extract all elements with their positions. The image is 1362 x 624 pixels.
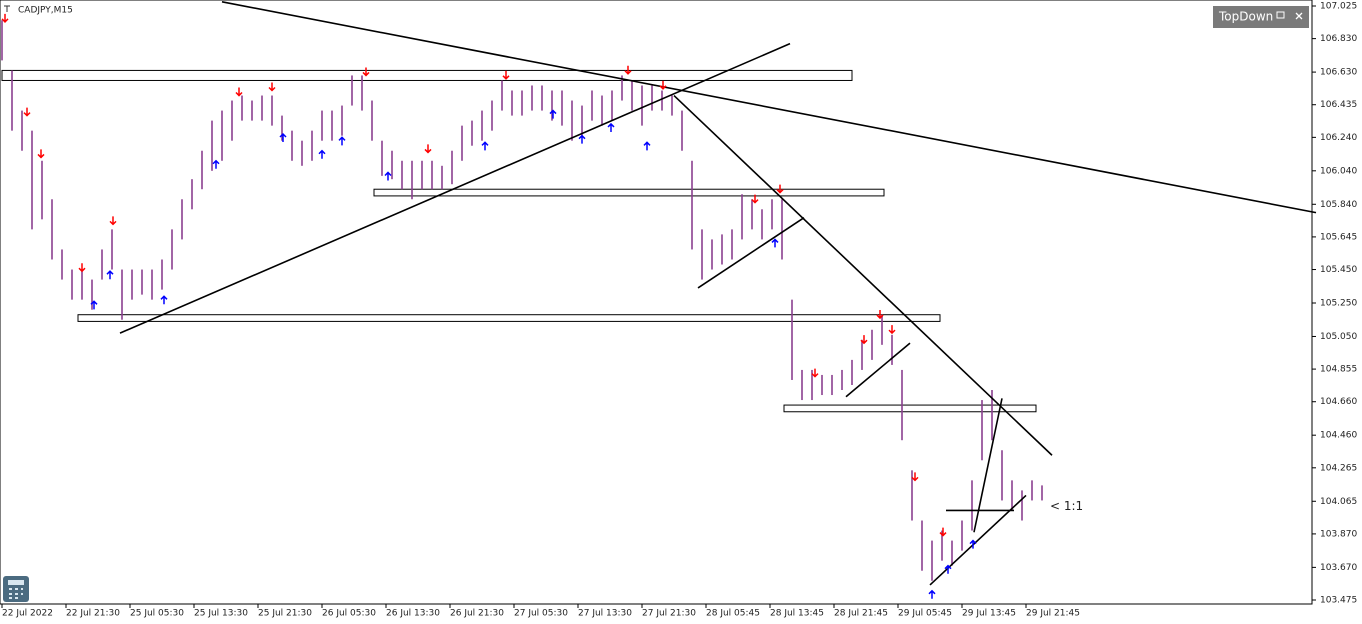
trendline	[221, 1, 1317, 214]
down-arrow	[235, 87, 243, 97]
zone	[1, 69, 853, 81]
down-arrow	[659, 80, 667, 90]
down-arrow	[624, 65, 632, 75]
x-tick-label: 27 Jul 21:30	[642, 609, 696, 619]
y-tick-label: 104.265	[1320, 463, 1357, 473]
x-tick-label: 28 Jul 21:45	[834, 609, 888, 619]
y-tick-label: 106.630	[1320, 68, 1357, 78]
y-tick-label: 105.450	[1320, 265, 1357, 275]
trendline	[845, 342, 911, 398]
y-tick-label: 103.670	[1320, 563, 1357, 573]
panel-title: TopDown	[1218, 10, 1273, 24]
x-tick-label: 25 Jul 21:30	[258, 609, 312, 619]
x-tick-label: 26 Jul 13:30	[386, 609, 440, 619]
x-tick-label: 29 Jul 21:45	[1026, 609, 1080, 619]
y-tick-label: 103.870	[1320, 529, 1357, 539]
y-tick-label: 106.040	[1320, 166, 1357, 176]
x-tick-label: 22 Jul 2022	[2, 609, 53, 619]
up-arrow	[212, 159, 220, 169]
y-tick-label: 104.460	[1320, 431, 1357, 441]
down-arrow	[268, 82, 276, 92]
y-tick-label: 107.025	[1320, 2, 1357, 12]
down-arrow	[876, 310, 884, 320]
trendline	[673, 94, 1053, 456]
restore-icon[interactable]	[1276, 11, 1285, 19]
zone	[783, 404, 1037, 413]
down-arrow	[751, 194, 759, 204]
x-tick-label: 22 Jul 21:30	[66, 609, 120, 619]
y-tick-label: 106.830	[1320, 34, 1357, 44]
up-arrow	[338, 136, 346, 146]
x-tick-label: 26 Jul 05:30	[322, 609, 376, 619]
y-tick-label: 105.250	[1320, 299, 1357, 309]
down-arrow	[78, 263, 86, 273]
x-tick-label: 27 Jul 05:30	[514, 609, 568, 619]
up-arrow	[928, 589, 936, 599]
trendline	[119, 42, 791, 334]
up-arrow	[279, 132, 287, 143]
down-arrow	[37, 149, 45, 159]
down-arrow	[888, 325, 896, 335]
y-tick-label: 106.435	[1320, 100, 1357, 110]
up-arrow	[549, 109, 557, 119]
zone	[77, 314, 941, 322]
up-arrow	[944, 564, 952, 574]
up-arrow	[106, 270, 114, 280]
x-tick-label: 25 Jul 13:30	[194, 609, 248, 619]
window-panel[interactable]: TopDown	[1213, 6, 1309, 28]
y-tick-label: 105.050	[1320, 332, 1357, 342]
x-tick-label: 26 Jul 21:30	[450, 609, 504, 619]
down-arrow	[424, 144, 432, 154]
x-tick-label: 28 Jul 13:45	[770, 609, 824, 619]
down-arrow	[109, 216, 117, 226]
y-tick-label: 106.240	[1320, 133, 1357, 143]
calculator-icon[interactable]	[3, 576, 29, 602]
up-arrow	[771, 238, 779, 248]
down-arrow	[939, 527, 947, 537]
down-arrow	[1, 13, 9, 23]
y-tick-label: 104.660	[1320, 397, 1357, 407]
up-arrow	[969, 539, 977, 549]
x-tick-label: 25 Jul 05:30	[130, 609, 184, 619]
plot-frame	[0, 0, 1313, 605]
up-arrow	[384, 171, 392, 181]
y-tick-label: 105.840	[1320, 200, 1357, 210]
x-tick-label: 27 Jul 13:30	[578, 609, 632, 619]
down-arrow	[776, 184, 784, 194]
x-tick-label: 29 Jul 05:45	[898, 609, 952, 619]
chart-icon	[4, 5, 10, 12]
panel-bg	[1213, 6, 1309, 28]
y-tick-label: 104.065	[1320, 497, 1357, 507]
up-arrow	[90, 300, 98, 310]
up-arrow	[481, 141, 489, 151]
down-arrow	[362, 67, 370, 77]
y-tick-label: 105.645	[1320, 232, 1357, 242]
trendline	[697, 216, 805, 289]
x-tick-label: 28 Jul 05:45	[706, 609, 760, 619]
close-icon[interactable]	[1295, 12, 1303, 20]
x-tick-label: 29 Jul 13:45	[962, 609, 1016, 619]
down-arrow	[23, 107, 31, 117]
down-arrow	[860, 335, 868, 345]
up-arrow	[578, 134, 586, 144]
annotation: < 1:1	[1050, 499, 1083, 513]
up-arrow	[318, 149, 326, 159]
down-arrow	[911, 472, 919, 482]
down-arrow	[502, 70, 510, 80]
zone	[373, 188, 885, 197]
chart-title: CADJPY,M15	[18, 6, 73, 16]
up-arrow	[160, 295, 168, 305]
up-arrow	[607, 122, 615, 132]
up-arrow	[643, 141, 651, 151]
y-tick-label: 103.475	[1320, 596, 1357, 606]
down-arrow	[811, 368, 819, 378]
y-tick-label: 104.855	[1320, 365, 1357, 375]
